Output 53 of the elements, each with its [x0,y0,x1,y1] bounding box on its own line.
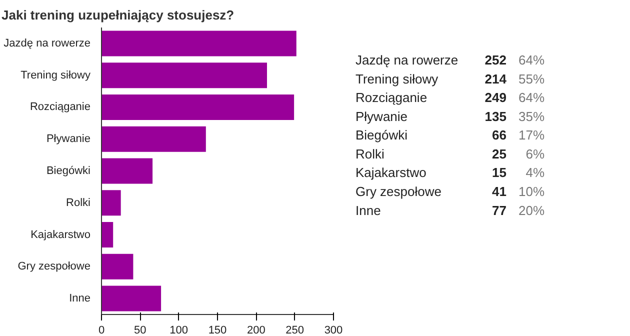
text: 55% [518,71,545,86]
y-tick-label: Kajakarstwo [30,228,91,241]
text: 17% [518,128,545,143]
x-tick-label: 50 [134,324,146,336]
data-label: 41 [492,184,507,199]
category-label: Gry zespołowe [356,184,442,199]
category-label: Rozciąganie [356,90,428,106]
bar [102,30,296,56]
text: 64% [518,52,545,68]
text: 10% [518,184,545,199]
x-tick-label: 150 [208,324,227,336]
y-tick-label: Trening siłowy [20,69,91,82]
data-label: 135 [484,108,507,124]
data-label: 249 [484,90,507,106]
bar [102,126,206,152]
y-tick-label: Inne [69,292,91,305]
x-tick-label: 300 [324,324,343,336]
category-label: Inne [356,202,381,218]
category-label: Jazdę na rowerze [356,52,458,68]
bar [102,190,121,216]
y-tick-label: Jazdę na rowerze [4,37,91,50]
data-label: 15 [492,165,507,180]
category-label: Rolki [356,146,385,162]
x-tick-label: 250 [286,324,304,336]
x-tick-label: 0 [98,324,105,336]
bar [102,158,153,184]
category-label: Trening siłowy [356,71,439,86]
bar [102,94,294,120]
y-tick-label: Biegówki [46,165,91,177]
data-label: 214 [484,71,508,86]
chart-title: Jaki trening uzupełniający stosujesz? [2,8,234,22]
bar [102,254,134,280]
text: 6% [526,146,545,162]
text: 20% [518,202,545,218]
x-tick-label: 200 [246,324,266,336]
text: 35% [518,108,545,124]
y-tick-label: Rolki [66,196,91,209]
text: 64% [518,90,545,106]
bar [102,62,267,88]
y-tick-label: Gry zespołowe [18,260,91,273]
category-label: Kajakarstwo [356,165,426,180]
data-label: 66 [492,128,507,143]
x-tick-label: 100 [170,324,188,336]
text: 4% [526,165,545,180]
data-label: 25 [492,146,507,162]
data-label: 252 [484,52,507,68]
bar [102,286,162,312]
category-label: Pływanie [356,108,408,124]
y-tick-label: Pływanie [46,133,91,146]
bar [102,222,114,248]
category-label: Biegówki [356,128,408,143]
y-tick-label: Rozciąganie [30,101,91,114]
data-label: 77 [492,202,507,218]
